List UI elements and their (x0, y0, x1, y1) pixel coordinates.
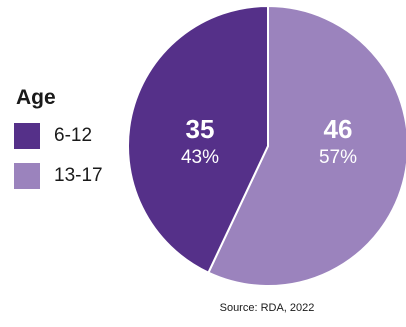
slice-percent-6-12: 43% (181, 147, 219, 168)
pie-slice-13-17 (207, 4, 406, 287)
legend-item-13-17: 13-17 (14, 156, 134, 196)
slice-count-6-12: 35 (186, 114, 215, 144)
legend-swatch-6-12 (14, 123, 40, 149)
legend-label-13-17: 13-17 (54, 165, 103, 186)
pie-chart: 46 57% 35 43% (127, 4, 406, 287)
legend-swatch-13-17 (14, 163, 40, 189)
legend: Age 6-12 13-17 (14, 86, 134, 196)
pie-slices (127, 4, 406, 287)
legend-label-6-12: 6-12 (54, 125, 93, 146)
legend-title: Age (16, 86, 56, 109)
pie-labels: 46 57% 35 43% (181, 114, 357, 168)
slice-count-13-17: 46 (324, 114, 353, 144)
legend-item-6-12: 6-12 (14, 116, 134, 156)
pie-slice-6-12 (127, 4, 269, 275)
source-note: Source: RDA, 2022 (219, 302, 315, 314)
slice-percent-13-17: 57% (319, 147, 357, 168)
